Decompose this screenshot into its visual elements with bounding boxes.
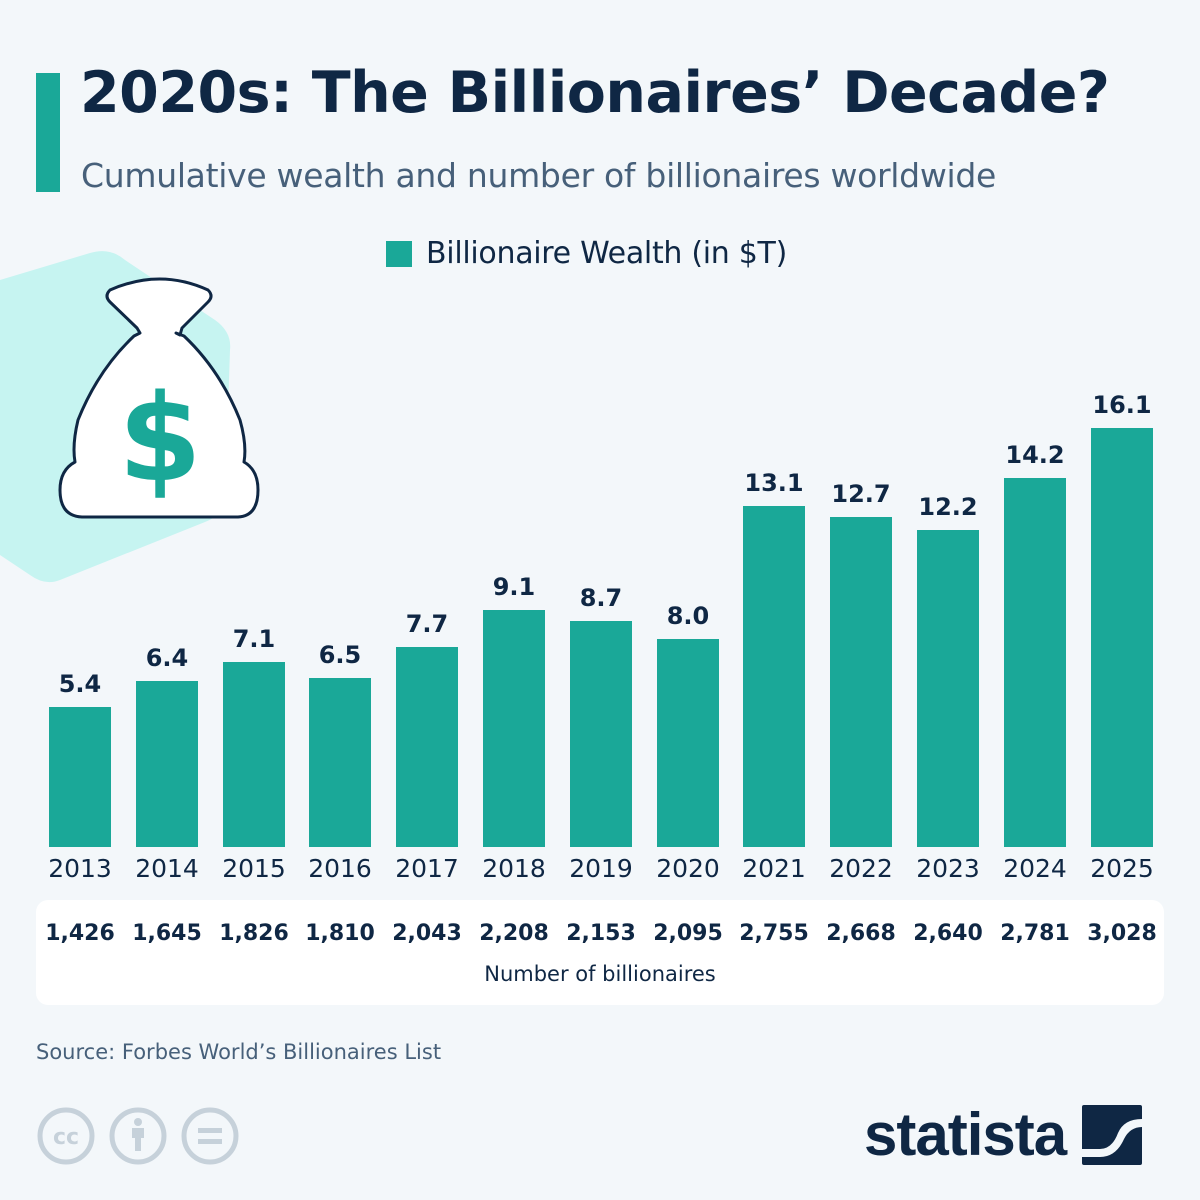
- no-derivatives-icon[interactable]: [180, 1106, 240, 1166]
- bar-2014: [136, 681, 198, 847]
- title-accent-bar: [36, 73, 60, 192]
- bar-2017: [396, 647, 458, 847]
- x-axis-tick-label: 2017: [395, 854, 459, 883]
- statista-logo-icon: [1082, 1104, 1143, 1165]
- statista-logo[interactable]: statista: [864, 1100, 1143, 1169]
- x-axis-tick-label: 2019: [569, 854, 633, 883]
- billionaire-count-label: Number of billionaires: [484, 962, 716, 986]
- bar-2019: [570, 621, 632, 847]
- bar-value-label: 7.7: [405, 610, 449, 638]
- billionaire-count: 2,153: [566, 921, 636, 946]
- x-axis-tick-label: 2022: [829, 854, 893, 883]
- x-axis-tick-label: 2023: [916, 854, 980, 883]
- bar-value-label: 8.0: [666, 602, 710, 630]
- legend-label: Billionaire Wealth (in $T): [426, 236, 787, 271]
- bar-value-label: 7.1: [232, 625, 276, 653]
- bar-2013: [49, 707, 111, 847]
- bar-value-label: 8.7: [579, 584, 623, 612]
- billionaire-count: 2,095: [653, 921, 723, 946]
- bar-value-label: 12.2: [918, 493, 978, 521]
- svg-text:cc: cc: [53, 1125, 79, 1150]
- bar-value-label: 9.1: [492, 573, 536, 601]
- billionaire-count: 2,755: [739, 921, 809, 946]
- x-axis-tick-label: 2018: [482, 854, 546, 883]
- attribution-icon[interactable]: [108, 1106, 168, 1166]
- x-axis-tick-label: 2013: [48, 854, 112, 883]
- bar-2018: [483, 610, 545, 847]
- bar-2023: [917, 530, 979, 847]
- bar-2021: [743, 506, 805, 847]
- chart-subtitle: Cumulative wealth and number of billiona…: [81, 156, 997, 195]
- x-axis-tick-label: 2015: [222, 854, 286, 883]
- bar-value-label: 5.4: [58, 670, 102, 698]
- legend-swatch: [386, 240, 412, 267]
- billionaire-count: 1,810: [305, 921, 375, 946]
- chart-legend: Billionaire Wealth (in $T): [386, 236, 787, 271]
- billionaire-count: 2,208: [479, 921, 549, 946]
- bar-2020: [657, 639, 719, 847]
- billionaire-count: 2,640: [913, 921, 983, 946]
- bar-2016: [309, 678, 371, 847]
- cc-icon[interactable]: cc: [36, 1106, 96, 1166]
- x-axis-tick-label: 2021: [742, 854, 806, 883]
- chart-title: 2020s: The Billionaires’ Decade?: [80, 60, 1110, 126]
- x-axis-tick-label: 2024: [1003, 854, 1067, 883]
- billionaire-count: 1,426: [45, 921, 115, 946]
- x-axis-tick-label: 2016: [308, 854, 372, 883]
- x-axis-tick-label: 2025: [1090, 854, 1154, 883]
- billionaire-count: 2,781: [1000, 921, 1070, 946]
- billionaire-count: 2,668: [826, 921, 896, 946]
- bar-2015: [223, 662, 285, 847]
- x-axis-tick-label: 2014: [135, 854, 199, 883]
- bar-2024: [1004, 478, 1066, 847]
- statista-wordmark: statista: [864, 1101, 1067, 1168]
- bar-value-label: 13.1: [744, 469, 804, 497]
- bar-value-label: 6.4: [145, 644, 189, 672]
- x-axis-tick-label: 2020: [656, 854, 720, 883]
- money-bag-icon: $: [0, 251, 260, 583]
- billionaire-count: 3,028: [1087, 921, 1157, 946]
- source-note: Source: Forbes World’s Billionaires List: [36, 1040, 442, 1064]
- bar-value-label: 12.7: [831, 480, 891, 508]
- bar-value-label: 14.2: [1005, 441, 1065, 469]
- svg-text:$: $: [118, 370, 202, 509]
- bar-value-label: 16.1: [1092, 391, 1152, 419]
- bar-2025: [1091, 428, 1153, 847]
- billionaire-count: 1,826: [219, 921, 289, 946]
- bar-value-label: 6.5: [318, 641, 362, 669]
- billionaire-count-panel: [36, 900, 1164, 1005]
- bar-2022: [830, 517, 892, 847]
- billionaire-count: 1,645: [132, 921, 202, 946]
- billionaire-count: 2,043: [392, 921, 462, 946]
